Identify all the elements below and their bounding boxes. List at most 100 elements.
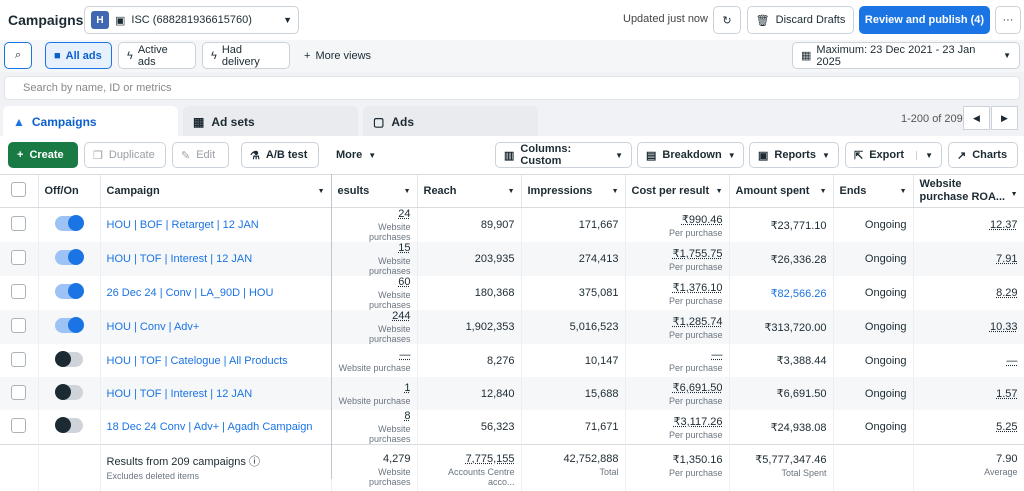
campaign-toggle[interactable] — [55, 317, 84, 333]
col-label: Ends — [839, 185, 867, 197]
view-all-ads[interactable]: ■ All ads — [45, 42, 112, 69]
table-row[interactable]: 18 Dec 24 Conv | Adv+ | Agadh Campaign 8 W… — [0, 410, 1024, 445]
edit-button[interactable]: ✎ Edit — [172, 142, 229, 168]
results-cell: 60 Website purchases — [331, 276, 418, 310]
reach-cell: 12,840 — [417, 377, 522, 410]
row-checkbox[interactable] — [11, 318, 27, 333]
charts-label: Charts — [972, 149, 1008, 161]
ends-cell: Ongoing — [833, 207, 914, 242]
sort-icon: ▼ — [507, 188, 515, 195]
campaign-toggle[interactable] — [55, 215, 84, 231]
view-had-delivery[interactable]: ϟ Had delivery — [202, 42, 290, 69]
tab-ads[interactable]: ▢ Ads — [363, 106, 538, 137]
col-results[interactable]: esults ▼ — [331, 174, 418, 208]
campaign-icon: ▲ — [13, 114, 25, 129]
campaign-toggle[interactable] — [55, 417, 83, 433]
summary-sub: Total — [599, 467, 619, 477]
col-amount-spent[interactable]: Amount spent ▼ — [729, 174, 834, 208]
charts-button[interactable]: ↗ Charts — [948, 142, 1018, 168]
spent-cell: ₹26,336.28 — [729, 242, 834, 276]
row-checkbox[interactable] — [11, 284, 27, 299]
breakdown-button[interactable]: ▤ Breakdown ▼ — [637, 142, 744, 168]
ends-cell: Ongoing — [833, 377, 914, 410]
more-views-button[interactable]: + More views — [296, 42, 380, 69]
campaign-name-link[interactable]: HOU | TOF | Interest | 12 JAN — [106, 387, 253, 400]
cpr-sub: Per purchase — [668, 295, 723, 306]
flask-icon: ⚗ — [250, 149, 260, 162]
col-label: esults — [337, 185, 370, 197]
row-select-cell — [0, 207, 39, 242]
info-icon: ⓘ — [248, 456, 260, 468]
col-impressions[interactable]: Impressions ▼ — [521, 174, 626, 208]
summary-value: 7.90 — [996, 453, 1018, 465]
row-checkbox[interactable] — [11, 216, 27, 231]
row-checkbox[interactable] — [11, 418, 27, 433]
more-options-button[interactable]: ··· — [995, 6, 1021, 34]
row-checkbox[interactable] — [11, 250, 27, 265]
table-row[interactable]: HOU | BOF | Retarget | 12 JAN 24 Website p… — [0, 207, 1024, 242]
summary-reach: 7,775,155 Accounts Centre acco... — [417, 444, 522, 491]
row-checkbox[interactable] — [11, 351, 27, 367]
summary-sub: Average — [984, 467, 1018, 477]
table-row[interactable]: HOU | TOF | Interest | 12 JAN 1 Website pu… — [0, 377, 1024, 410]
results-value: — — [399, 348, 411, 361]
search-input[interactable]: Search by name, ID or metrics — [4, 76, 1020, 100]
table-row[interactable]: HOU | TOF | Catelogue | All Products — Web… — [0, 344, 1024, 377]
create-button[interactable]: + Create — [8, 142, 78, 168]
discard-drafts-button[interactable]: 🗑 Discard Drafts — [747, 6, 854, 34]
col-roas[interactable]: Website purchase ROA... ▼ — [913, 174, 1024, 208]
table-row[interactable]: HOU | Conv | Adv+ 244 Website purchases 1,9… — [0, 310, 1024, 344]
tab-label: Campaigns — [31, 114, 97, 129]
ab-test-button[interactable]: ⚗ A/B test — [241, 142, 319, 168]
view-active-ads[interactable]: ϟ Active ads — [118, 42, 196, 69]
export-button[interactable]: ⇱ Export ▼ — [845, 142, 942, 168]
row-checkbox[interactable] — [11, 384, 27, 400]
col-reach[interactable]: Reach ▼ — [417, 174, 522, 208]
chevron-down-icon[interactable]: ▼ — [916, 150, 933, 160]
col-cost-per-result[interactable]: Cost per result ▼ — [625, 174, 730, 208]
campaign-toggle[interactable] — [55, 383, 83, 400]
account-selector[interactable]: H ▣ ISC (688281936615760) ▼ — [84, 6, 299, 34]
campaign-toggle[interactable] — [55, 249, 84, 265]
columns-button[interactable]: ▥ Columns: Custom ▼ — [495, 142, 632, 168]
campaign-name-link[interactable]: HOU | TOF | Catelogue | All Products — [106, 354, 288, 367]
results-sub: Website purchases — [368, 324, 411, 344]
cpr-sub: Per purchase — [668, 227, 723, 238]
campaign-toggle[interactable] — [55, 283, 84, 299]
campaign-name-cell: HOU | TOF | Interest | 12 JAN — [100, 377, 332, 410]
impressions-cell: 171,667 — [521, 207, 626, 242]
col-campaign[interactable]: Campaign ▼ — [100, 174, 332, 208]
summary-sub: Total Spent — [781, 468, 827, 478]
toggle-cell — [38, 207, 101, 242]
select-all-checkbox[interactable] — [11, 182, 27, 197]
campaign-name-link[interactable]: HOU | TOF | Interest | 12 JAN — [106, 253, 253, 265]
tab-ad-sets[interactable]: ▦ Ad sets — [183, 106, 358, 137]
refresh-button[interactable]: ↻ — [713, 6, 741, 34]
results-sub: Website purchases — [368, 424, 411, 444]
more-button[interactable]: More ▼ — [328, 142, 384, 168]
date-range-picker[interactable]: ▦ Maximum: 23 Dec 2021 - 23 Jan 2025 ▼ — [792, 42, 1020, 69]
duplicate-button[interactable]: ❐ Duplicate — [84, 142, 166, 168]
review-publish-button[interactable]: Review and publish (4) — [859, 6, 990, 34]
summary-spent: ₹5,777,347.46 Total Spent — [729, 444, 834, 491]
date-range-label: Maximum: 23 Dec 2021 - 23 Jan 2025 — [816, 43, 976, 68]
prev-page-button[interactable]: ◀ — [963, 106, 990, 130]
reports-button[interactable]: ▣ Reports ▼ — [749, 142, 839, 168]
campaign-toggle[interactable] — [55, 350, 83, 367]
next-page-button[interactable]: ▶ — [991, 106, 1018, 130]
account-badge: H — [91, 11, 109, 29]
table-row[interactable]: 26 Dec 24 | Conv | LA_90D | HOU 60 Website… — [0, 276, 1024, 310]
campaign-name-link[interactable]: HOU | BOF | Retarget | 12 JAN — [106, 219, 259, 231]
tab-campaigns[interactable]: ▲ Campaigns — [3, 106, 178, 137]
campaign-name-link[interactable]: 26 Dec 24 | Conv | LA_90D | HOU — [106, 287, 274, 299]
impressions-cell: 10,147 — [521, 344, 626, 377]
campaign-name-link[interactable]: 18 Dec 24 Conv | Adv+ | Agadh Campaign — [106, 421, 313, 433]
campaign-name-link[interactable]: HOU | Conv | Adv+ — [106, 321, 200, 333]
reports-icon: ▣ — [758, 149, 769, 162]
search-toggle-button[interactable]: ⌕ — [4, 42, 32, 69]
toggle-cell — [38, 344, 101, 377]
ab-test-label: A/B test — [265, 149, 308, 161]
col-ends[interactable]: Ends ▼ — [833, 174, 914, 208]
ends-cell: Ongoing — [833, 242, 914, 276]
table-row[interactable]: HOU | TOF | Interest | 12 JAN 15 Website p… — [0, 242, 1024, 276]
